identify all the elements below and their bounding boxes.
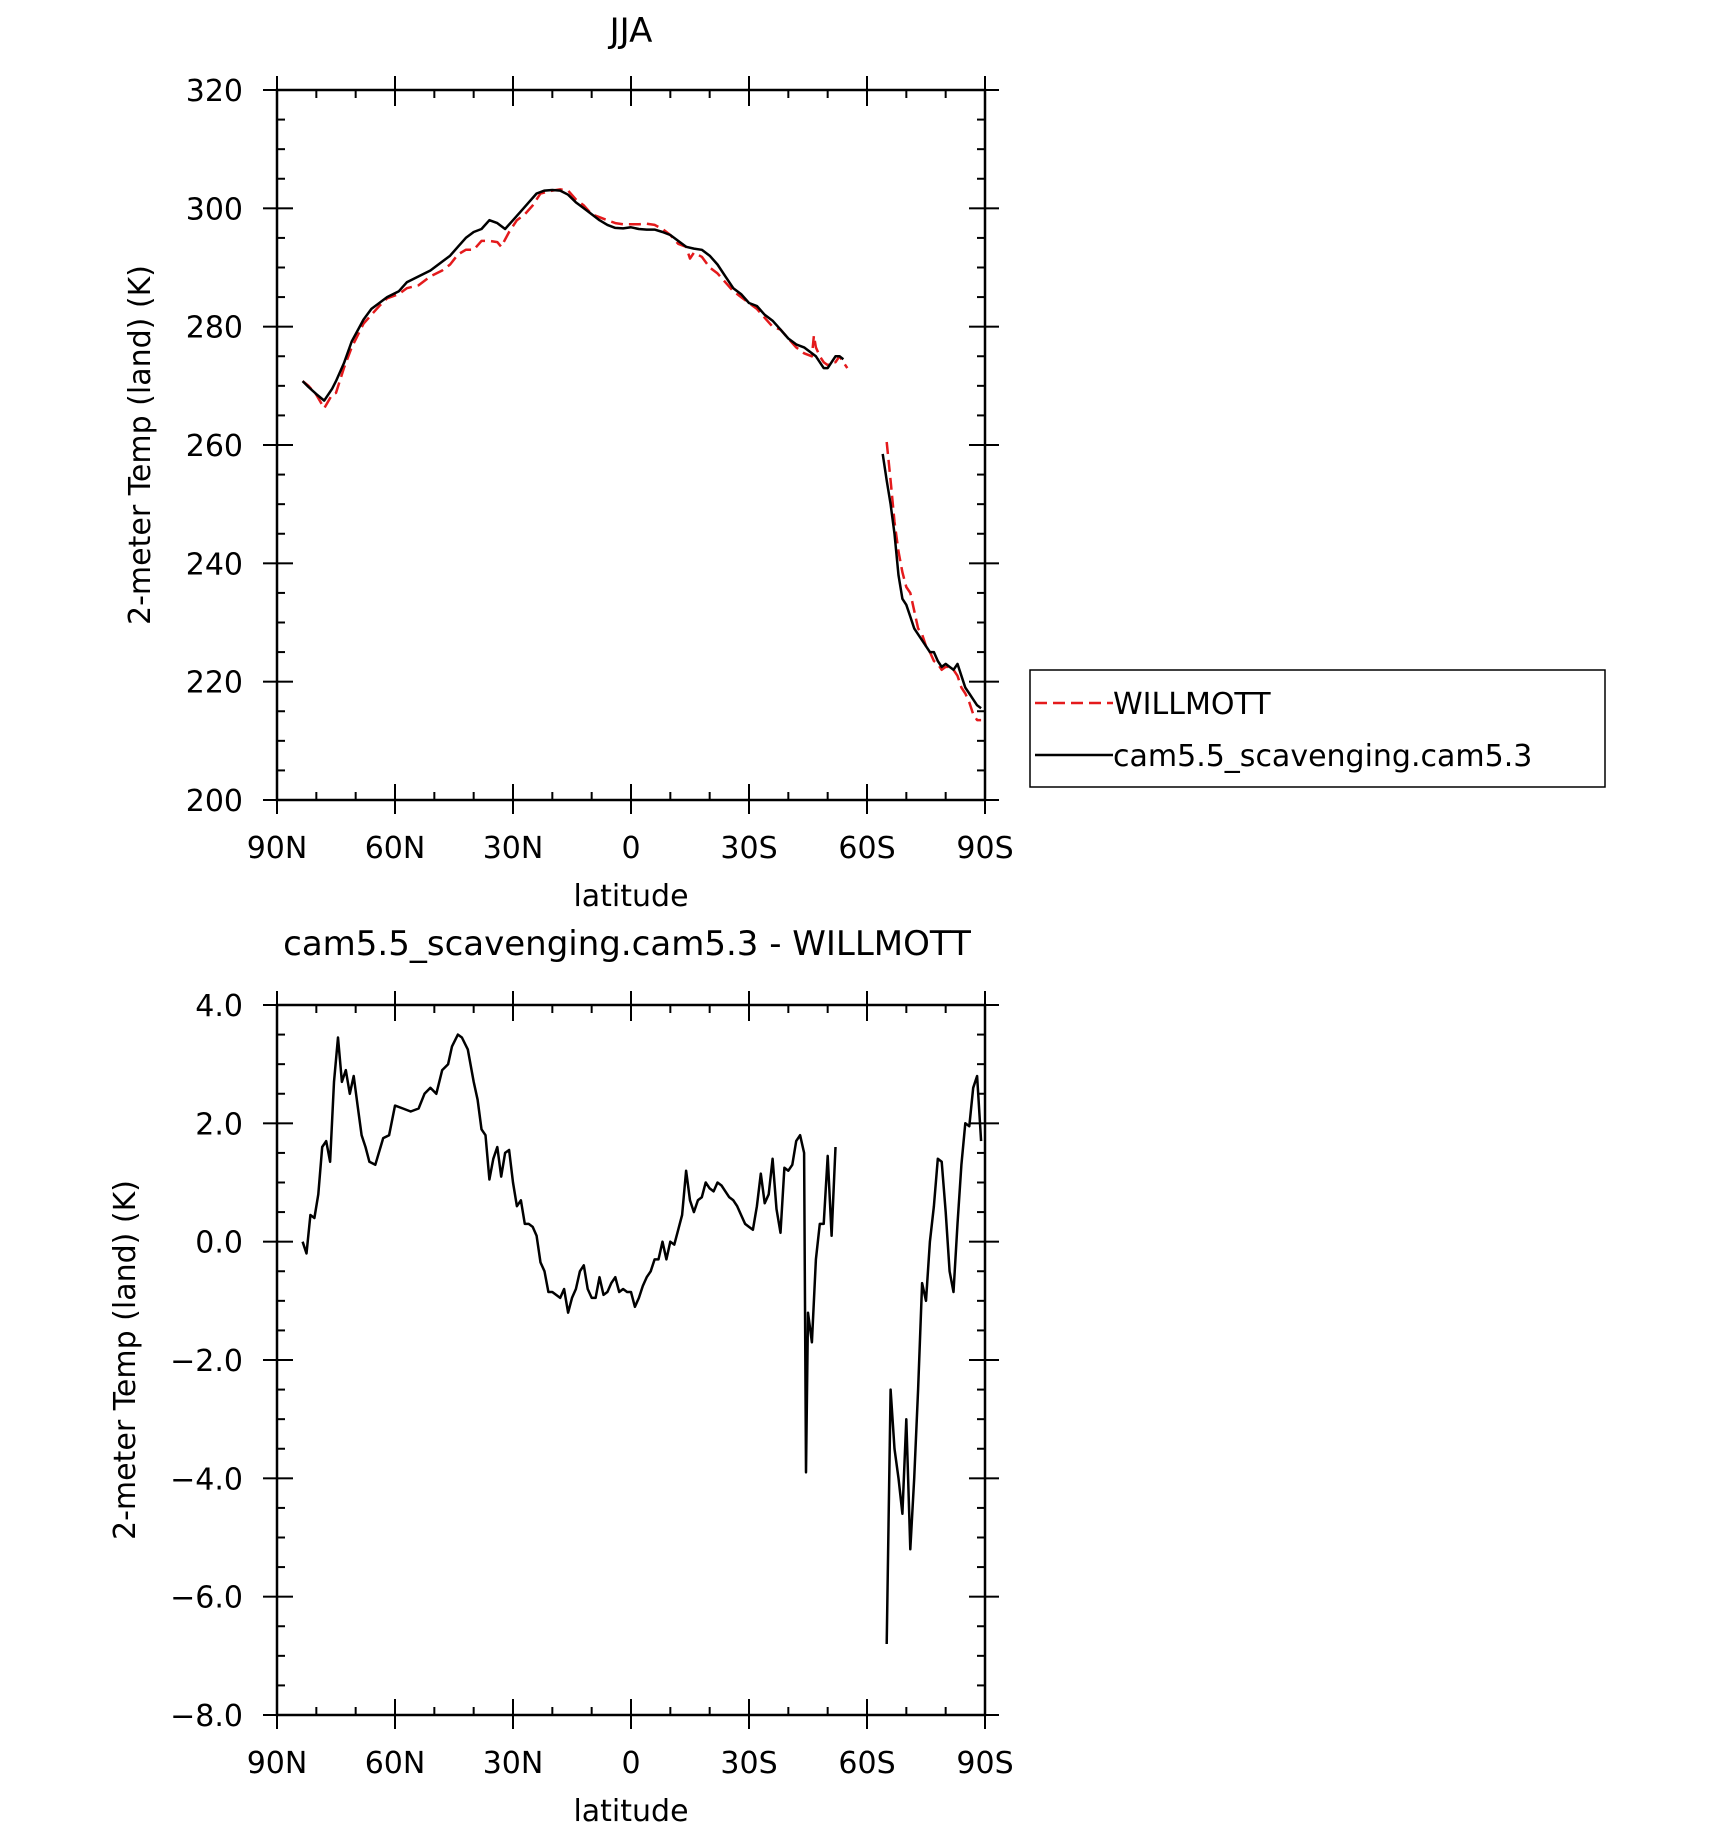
series-line-difference xyxy=(301,1033,837,1474)
x-tick-label: 0 xyxy=(621,831,640,866)
bottom-plot-frame xyxy=(275,1003,987,1717)
y-tick-label: −4.0 xyxy=(170,1462,243,1497)
top-chart-title: JJA xyxy=(608,11,653,51)
x-tick-label: 60N xyxy=(365,1746,426,1781)
legend: WILLMOTT cam5.5_scavenging.cam5.3 xyxy=(1029,669,1606,788)
y-tick-label: 260 xyxy=(186,429,243,464)
series-line-willmott xyxy=(301,188,849,410)
y-tick-label: 320 xyxy=(186,74,243,109)
bottom-axis-ticks: 90N 60N 30N 0 30S 60S 90S 4.0 2.0 0.0 −2.0 −4.0 −6.0… xyxy=(170,989,1013,1781)
series-line-cam5-5-scavenging-cam5-3 xyxy=(301,188,845,402)
x-tick-label: 90S xyxy=(956,1746,1013,1781)
legend-label-cam5-5: cam5.5_scavenging.cam5.3 xyxy=(1113,739,1532,774)
x-tick-label: 30N xyxy=(483,1746,544,1781)
x-tick-label: 30N xyxy=(483,831,544,866)
y-tick-label: 0.0 xyxy=(195,1226,243,1261)
top-panel: JJA latitude 2-meter Temp (land) (K) 90N… xyxy=(123,11,1014,914)
x-tick-label: 90N xyxy=(247,831,308,866)
y-tick-label: 240 xyxy=(186,547,243,582)
bottom-panel: cam5.5_scavenging.cam5.3 - WILLMOTT lati… xyxy=(108,924,1014,1829)
y-tick-label: 220 xyxy=(186,666,243,701)
bottom-y-axis-label: 2-meter Temp (land) (K) xyxy=(108,1180,143,1540)
bottom-chart-title: cam5.5_scavenging.cam5.3 - WILLMOTT xyxy=(283,924,971,964)
series-line-cam5-5-scavenging-cam5-3 xyxy=(881,453,982,710)
y-tick-label: 4.0 xyxy=(195,989,243,1024)
x-tick-label: 30S xyxy=(720,1746,777,1781)
x-tick-label: 0 xyxy=(621,1746,640,1781)
x-tick-label: 60N xyxy=(365,831,426,866)
x-tick-label: 90N xyxy=(247,1746,308,1781)
bottom-x-axis-label: latitude xyxy=(573,1794,688,1829)
top-y-axis-label: 2-meter Temp (land) (K) xyxy=(123,265,158,625)
y-tick-label: −2.0 xyxy=(170,1344,243,1379)
series-line-difference xyxy=(885,1074,983,1645)
y-tick-label: 2.0 xyxy=(195,1107,243,1142)
top-axis-ticks: 90N 60N 30N 0 30S 60S 90S 200 220 240 260 280 300 320 xyxy=(186,74,1014,866)
y-tick-label: −6.0 xyxy=(170,1581,243,1616)
x-tick-label: 30S xyxy=(720,831,777,866)
series-line-willmott xyxy=(885,441,982,722)
x-tick-label: 90S xyxy=(956,831,1013,866)
y-tick-label: −8.0 xyxy=(170,1699,243,1734)
y-tick-label: 300 xyxy=(186,192,243,227)
y-tick-label: 200 xyxy=(186,784,243,819)
top-plot-frame xyxy=(275,88,987,802)
y-tick-label: 280 xyxy=(186,311,243,346)
top-x-axis-label: latitude xyxy=(573,879,688,914)
x-tick-label: 60S xyxy=(838,831,895,866)
x-tick-label: 60S xyxy=(838,1746,895,1781)
bottom-series-lines xyxy=(301,1033,983,1645)
top-series-lines xyxy=(301,188,982,722)
legend-box xyxy=(1029,669,1606,788)
legend-label-willmott: WILLMOTT xyxy=(1113,687,1271,722)
